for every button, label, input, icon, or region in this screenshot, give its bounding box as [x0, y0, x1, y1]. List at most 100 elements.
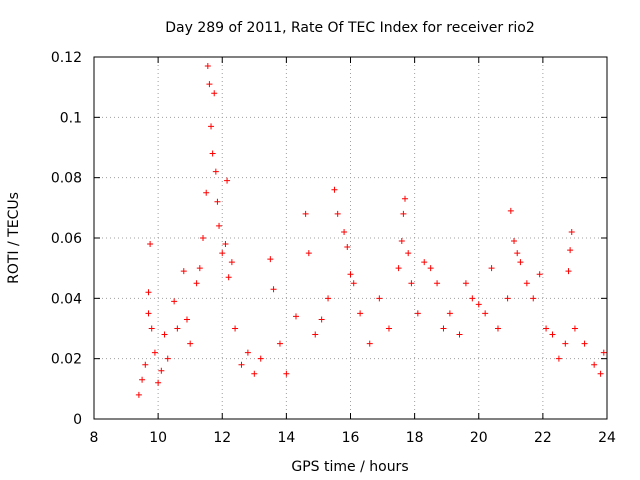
data-point — [211, 90, 218, 97]
data-point — [228, 259, 235, 266]
data-point — [331, 186, 338, 193]
y-tick-label: 0.12 — [51, 50, 82, 66]
x-tick-label: 12 — [213, 430, 231, 446]
data-point — [161, 331, 168, 338]
data-point — [212, 168, 219, 175]
data-point — [270, 286, 277, 293]
data-point — [257, 355, 264, 362]
data-point — [232, 325, 239, 332]
data-point — [148, 325, 155, 332]
data-point — [219, 250, 226, 257]
data-point — [187, 340, 194, 347]
x-axis-label: GPS time / hours — [291, 459, 408, 475]
data-point — [398, 238, 405, 245]
data-point — [142, 361, 149, 368]
data-point — [155, 379, 162, 386]
data-point — [446, 310, 453, 317]
data-point — [292, 313, 299, 320]
data-point — [414, 310, 421, 317]
data-point — [158, 367, 165, 374]
data-point — [405, 250, 412, 257]
y-tick-label: 0 — [73, 412, 82, 428]
data-point — [565, 268, 572, 275]
data-point — [395, 265, 402, 272]
data-point — [440, 325, 447, 332]
data-point — [494, 325, 501, 332]
data-point — [135, 391, 142, 398]
data-point — [238, 361, 245, 368]
data-point — [504, 295, 511, 302]
x-tick-label: 24 — [598, 430, 616, 446]
data-point — [402, 195, 409, 202]
y-tick-label: 0.04 — [51, 291, 82, 307]
data-point — [427, 265, 434, 272]
data-point — [216, 222, 223, 229]
data-point — [523, 280, 530, 287]
data-point — [244, 349, 251, 356]
y-tick-label: 0.08 — [51, 171, 82, 187]
data-point — [530, 295, 537, 302]
data-point — [203, 189, 210, 196]
data-point — [145, 310, 152, 317]
data-point — [562, 340, 569, 347]
data-point — [193, 280, 200, 287]
data-point — [267, 256, 274, 263]
data-point — [567, 247, 574, 254]
y-tick-label: 0.02 — [51, 352, 82, 368]
data-point — [600, 349, 607, 356]
data-point — [536, 271, 543, 278]
data-point — [224, 177, 231, 184]
grid-lines — [94, 57, 607, 419]
data-point — [196, 265, 203, 272]
data-point — [408, 280, 415, 287]
data-point — [325, 295, 332, 302]
data-point — [376, 295, 383, 302]
data-point — [145, 289, 152, 296]
data-points — [135, 63, 607, 398]
data-point — [151, 349, 158, 356]
data-point — [462, 280, 469, 287]
data-point — [204, 63, 211, 70]
data-point — [276, 340, 283, 347]
data-point — [139, 376, 146, 383]
data-point — [350, 280, 357, 287]
data-point — [251, 370, 258, 377]
data-point — [514, 250, 521, 257]
data-point — [543, 325, 550, 332]
x-tick-label: 16 — [342, 430, 360, 446]
data-point — [597, 370, 604, 377]
data-point — [549, 331, 556, 338]
data-point — [206, 81, 213, 88]
data-point — [209, 150, 216, 157]
data-point — [469, 295, 476, 302]
data-point — [312, 331, 319, 338]
y-tick-label: 0.06 — [51, 231, 82, 247]
data-point — [517, 259, 524, 266]
data-point — [347, 271, 354, 278]
axis-ticks: 8 10 12 14 16 18 20 22 24 0 0.02 0.04 0.06 0.08 0.1 0.1… — [51, 50, 616, 446]
data-point — [283, 370, 290, 377]
data-point — [200, 235, 207, 241]
data-point — [225, 274, 232, 281]
x-tick-label: 18 — [406, 430, 424, 446]
data-point — [302, 210, 309, 217]
data-point — [341, 228, 348, 235]
y-axis-label: ROTI / TECUs — [6, 192, 22, 284]
data-point — [344, 244, 351, 251]
data-point — [555, 355, 562, 362]
data-point — [334, 210, 341, 217]
data-point — [591, 361, 598, 368]
data-point — [147, 241, 154, 248]
data-point — [385, 325, 392, 332]
data-point — [164, 355, 171, 362]
data-point — [171, 298, 178, 305]
data-point — [507, 207, 514, 214]
data-point — [456, 331, 463, 338]
data-point — [482, 310, 489, 317]
data-point — [511, 238, 518, 245]
x-tick-label: 14 — [277, 430, 295, 446]
data-point — [174, 325, 181, 332]
y-tick-label: 0.1 — [60, 110, 82, 126]
data-point — [305, 250, 312, 257]
